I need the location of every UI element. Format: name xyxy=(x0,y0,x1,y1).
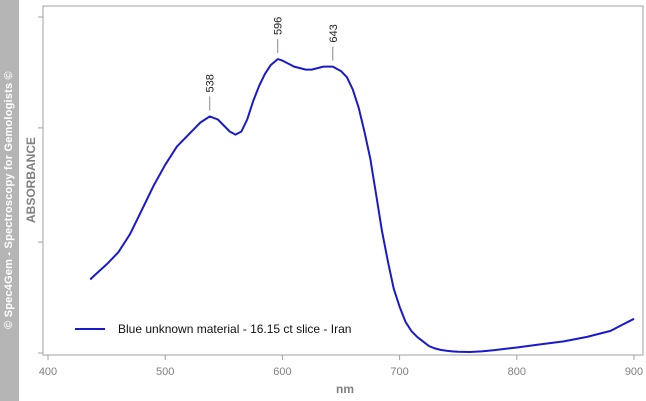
y-axis-title: ABSORBANCE xyxy=(24,137,38,223)
watermark-sidebar: © Spec4Gem - Spectroscopy for Gemologist… xyxy=(0,0,19,401)
plot-frame xyxy=(42,5,644,356)
series-layer xyxy=(89,58,635,353)
peak-annotations: 538 596 643 xyxy=(205,17,340,111)
peak-label: 538 xyxy=(205,74,217,92)
x-tick-label: 800 xyxy=(508,366,526,378)
legend: Blue unknown material - 16.15 ct slice -… xyxy=(75,322,351,336)
legend-label: Blue unknown material - 16.15 ct slice -… xyxy=(118,322,351,336)
series-line xyxy=(89,58,635,353)
x-tick-label: 500 xyxy=(156,366,174,378)
x-tick-label: 400 xyxy=(39,366,57,378)
x-axis-title: nm xyxy=(336,382,354,396)
peak-label: 596 xyxy=(273,17,285,35)
x-tick-label: 700 xyxy=(390,366,408,378)
axis-layer: 400 500 600 700 800 900 xyxy=(38,16,643,378)
peak-label: 643 xyxy=(328,24,340,42)
x-tick-label: 600 xyxy=(273,366,291,378)
x-tick-label: 900 xyxy=(625,366,643,378)
